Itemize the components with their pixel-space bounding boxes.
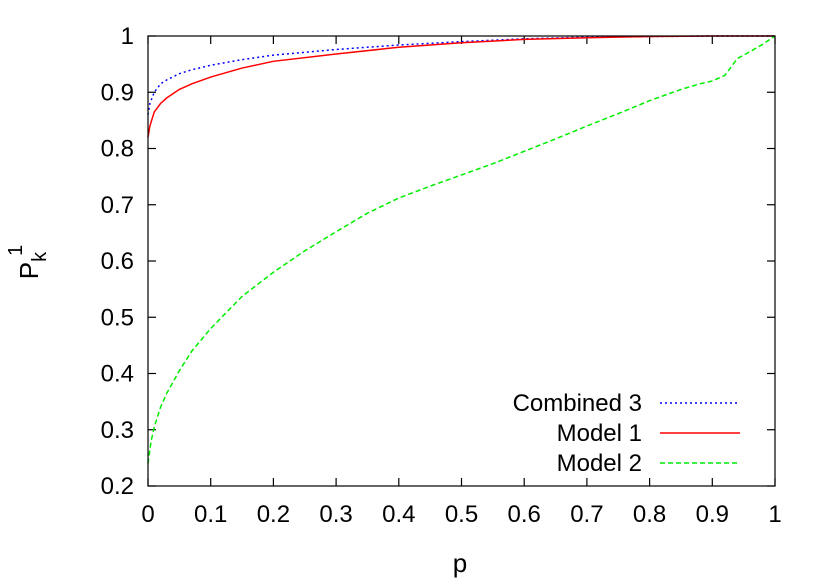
x-tick-label: 0.5	[445, 501, 478, 528]
legend-label-model-1: Model 1	[557, 420, 642, 447]
x-tick-label: 0.4	[382, 501, 415, 528]
legend-label-model-2: Model 2	[557, 450, 642, 477]
y-tick-label: 0.4	[101, 361, 134, 388]
x-tick-label: 1	[768, 501, 781, 528]
svg-text:Pk1: Pk1	[5, 245, 51, 279]
x-tick-label: 0.3	[319, 501, 352, 528]
x-tick-label: 0.8	[633, 501, 666, 528]
x-tick-label: 0.2	[257, 501, 290, 528]
y-tick-label: 0.6	[101, 248, 134, 275]
y-axis-label-main: P	[14, 262, 44, 279]
series-line-combined-3	[147, 35, 775, 115]
series-line-model-2	[147, 35, 776, 464]
tick-labels-layer: 0 0.1 0.2 0.3 0.4 0.5 0.6 0.7 0.8 0.9 1 0.2 0.3 0.4 0.…	[101, 23, 782, 528]
y-tick-label: 0.9	[101, 79, 134, 106]
legend: Combined 3 Model 1 Model 2	[513, 390, 740, 477]
y-axis-label-sup: 1	[5, 245, 27, 256]
y-tick-label: 0.5	[101, 304, 134, 331]
y-axis-label: Pk1	[5, 245, 51, 279]
y-tick-label: 0.8	[101, 136, 134, 163]
y-tick-label: 0.2	[101, 473, 134, 500]
legend-label-combined-3: Combined 3	[513, 390, 642, 417]
y-tick-label: 0.7	[101, 192, 134, 219]
x-tick-label: 0.7	[570, 501, 603, 528]
x-tick-label: 0.1	[194, 501, 227, 528]
y-tick-label: 0.3	[101, 417, 134, 444]
y-tick-label: 1	[121, 23, 134, 50]
ticks-layer	[147, 35, 776, 487]
x-tick-label: 0	[141, 501, 154, 528]
x-axis-label: p	[453, 548, 467, 578]
x-tick-label: 0.6	[508, 501, 541, 528]
y-axis-label-sub: k	[29, 251, 51, 262]
plot-frame	[147, 35, 776, 487]
series-line-model-1	[147, 35, 775, 138]
x-tick-label: 0.9	[696, 501, 729, 528]
series-layer	[147, 35, 776, 464]
